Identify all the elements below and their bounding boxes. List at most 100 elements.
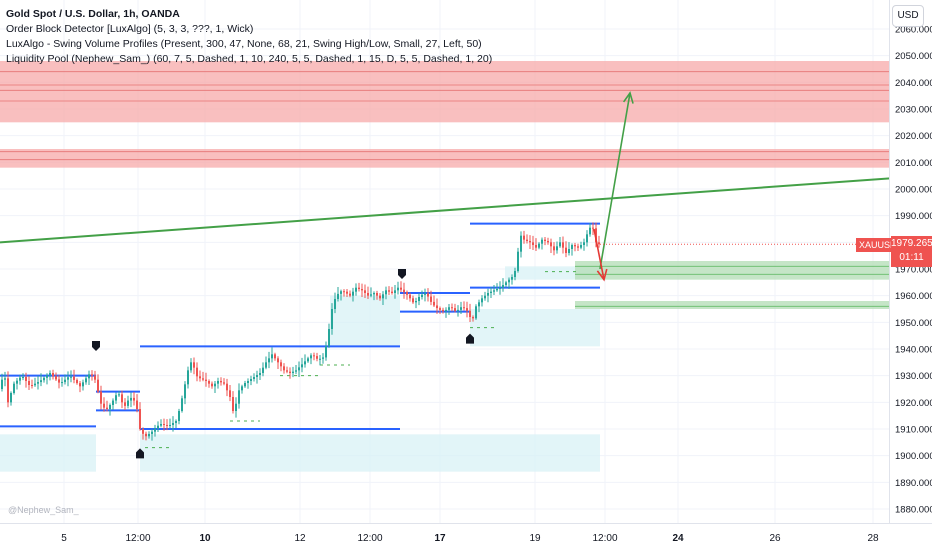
candle-bearish [466,308,468,311]
candle-bullish [88,374,90,379]
currency-button[interactable]: USD [892,5,924,27]
candle-bullish [460,307,462,310]
price-tick-label: 2060.000 [895,25,932,36]
resistance-zone [0,149,889,168]
price-tick-label: 1960.000 [895,291,932,302]
candle-bullish [22,377,24,378]
price-tick-label: 1900.000 [895,451,932,462]
volume-profile-zone [470,309,600,347]
candle-bearish [25,377,27,381]
candle-bearish [205,379,207,381]
candle-bullish [148,433,150,437]
candle-bearish [427,293,429,297]
candle-bullish [514,271,516,277]
projection-down-arrow [593,228,605,280]
candle-bullish [340,291,342,294]
candle-bullish [541,239,543,244]
candle-bearish [277,358,279,363]
candle-bullish [262,367,264,373]
candle-bearish [79,383,81,387]
candle-bearish [550,242,552,247]
chart-title[interactable]: Gold Spot / U.S. Dollar, 1h, OANDA [6,8,180,20]
symbol-tag: XAUUSD [856,238,900,252]
swing-high-marker [92,341,100,351]
candle-bearish [313,355,315,357]
candle-bearish [400,287,402,290]
price-tick-label: 2040.000 [895,78,932,89]
candle-bearish [364,290,366,293]
time-tick-label: 12:00 [125,533,150,544]
candle-bearish [76,379,78,384]
candle-bullish [241,386,243,391]
candle-bearish [28,381,30,385]
candle-bullish [1,379,3,389]
candle-bullish [70,376,72,378]
candle-bearish [163,424,165,425]
time-tick-label: 26 [769,533,781,544]
candle-bullish [13,383,15,393]
candle-bullish [517,251,519,271]
candle-bullish [475,306,477,319]
candle-bullish [184,384,186,399]
time-tick-label: 28 [867,533,879,544]
candle-bearish [286,370,288,372]
projection-down-arrow-head [596,268,608,282]
price-tick-label: 1910.000 [895,425,932,436]
candle-bullish [178,411,180,421]
volume-profile-zone [330,295,400,347]
candle-bearish [199,376,201,379]
candle-bullish [82,382,84,387]
swing-low-marker [136,448,144,459]
candle-bullish [382,294,384,299]
candle-bullish [118,394,120,396]
indicator-order-block[interactable]: Order Block Detector [LuxAlgo] (5, 3, 3,… [6,23,254,35]
candle-bullish [520,235,522,252]
candle-bullish [331,309,333,329]
candle-bearish [136,400,138,409]
candle-bullish [214,383,216,387]
candle-bearish [436,305,438,309]
candle-bullish [589,227,591,235]
candle-bearish [343,291,345,293]
candle-bearish [52,373,54,377]
candle-bullish [568,249,570,253]
candle-bearish [196,367,198,377]
candle-bullish [217,381,219,384]
candle-bullish [235,403,237,411]
indicator-liquidity-pool[interactable]: Liquidity Pool (Nephew_Sam_) (60, 7, 5, … [6,53,493,65]
candle-bullish [538,243,540,248]
bar-countdown: 01:11 [899,252,924,263]
candle-bullish [502,285,504,288]
candle-bearish [553,246,555,251]
last-price-tag: 1979.265 01:11 [891,236,932,267]
candle-bullish [370,294,372,296]
candle-bearish [166,425,168,426]
candle-bearish [544,239,546,241]
candle-bullish [385,290,387,295]
candle-bullish [394,290,396,293]
candle-bullish [43,377,45,381]
candle-bearish [94,375,96,380]
candle-bullish [310,355,312,359]
candle-bearish [526,239,528,241]
candle-bullish [421,294,423,297]
price-axis[interactable]: 1880.000 1890.000 1900.000 1910.000 1920.000… [889,0,932,550]
candle-bullish [85,378,87,383]
candle-bullish [295,370,297,372]
candle-bearish [598,242,600,245]
candle-bullish [271,354,273,359]
time-axis[interactable]: 5 12:00 10 12 12:00 17 19 12:00 24 26 28 [0,523,932,550]
candle-bearish [361,289,363,291]
candle-bearish [454,308,456,311]
candle-bullish [40,380,42,383]
candle-bearish [208,381,210,384]
time-tick-label: 12:00 [592,533,617,544]
candle-bullish [127,400,129,406]
candle-bullish [61,382,63,384]
candle-bearish [106,407,108,409]
candle-bullish [259,373,261,375]
indicator-swing-volume[interactable]: LuxAlgo - Swing Volume Profiles (Present… [6,38,482,50]
candle-bullish [484,295,486,299]
author-watermark: @Nephew_Sam_ [8,505,79,515]
